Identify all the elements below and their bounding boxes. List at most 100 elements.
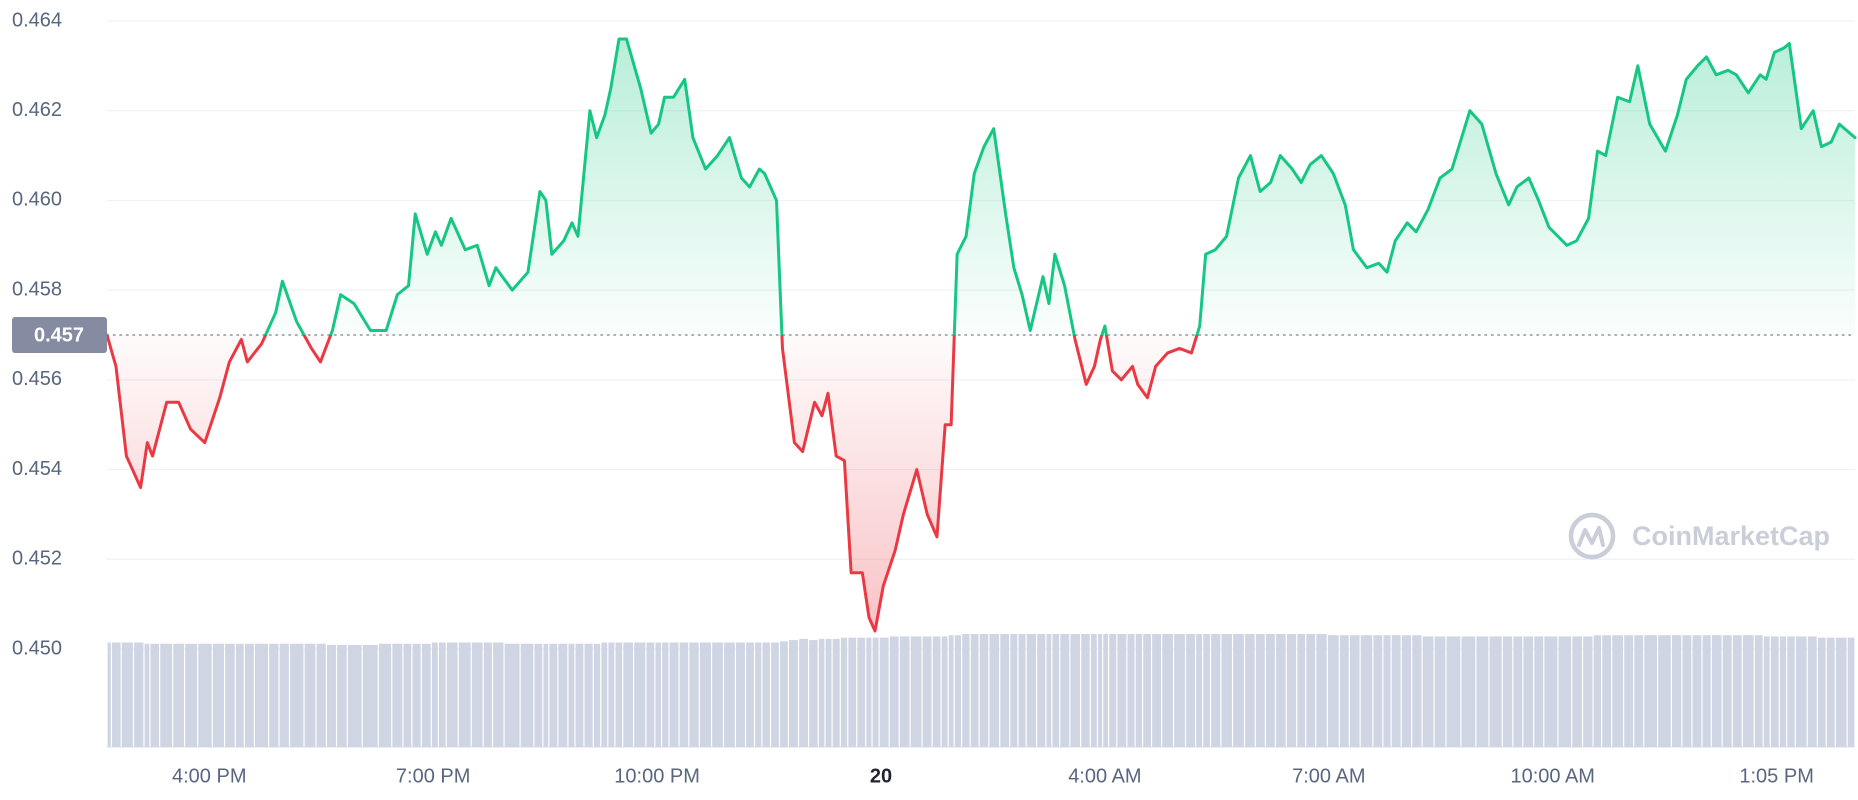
volume-bar	[1742, 635, 1754, 747]
volume-bar	[1671, 635, 1682, 747]
volume-bar	[1847, 637, 1855, 747]
volume-bar	[1000, 634, 1010, 747]
volume-bar	[1297, 634, 1306, 747]
volume-bar	[458, 642, 471, 747]
volume-bar	[608, 642, 615, 747]
volume-bar	[1276, 634, 1286, 747]
volume-bar	[534, 643, 543, 747]
volume-bar	[1401, 635, 1412, 747]
volume-bar	[471, 642, 483, 747]
y-tick-label: 0.452	[12, 548, 62, 570]
volume-bar	[1583, 636, 1593, 747]
volume-bar	[1817, 637, 1826, 747]
volume-bar	[438, 642, 446, 747]
volume-bar	[549, 643, 558, 747]
volume-bar	[922, 636, 932, 747]
volume-bar	[1037, 634, 1046, 747]
volume-bar	[848, 637, 857, 747]
volume-bar	[575, 643, 584, 747]
volume-bar	[962, 634, 970, 747]
volume-bar	[558, 643, 568, 747]
volume-bar	[225, 643, 235, 747]
volume-bar	[1103, 634, 1109, 747]
volume-bar	[1196, 634, 1203, 747]
volume-bar	[755, 642, 762, 747]
volume-bar	[1461, 636, 1476, 747]
volume-bar	[1286, 634, 1297, 747]
volume-bar	[989, 634, 1000, 747]
volume-bar	[134, 642, 144, 747]
volume-bar	[1682, 635, 1692, 747]
volume-bar	[378, 643, 392, 747]
volume-bar	[954, 635, 961, 747]
volume-bar	[392, 643, 403, 747]
labels: 0.450 0.452 0.454 0.456 0.458 0.460 0.462 0.464…	[12, 9, 1814, 787]
volume-bar	[1711, 635, 1722, 747]
volume-bar	[1052, 634, 1060, 747]
volume-bar	[1602, 635, 1612, 747]
price-area-fill	[107, 38, 1855, 632]
watermark: CoinMarketCap	[1568, 512, 1830, 560]
volume-bar	[1383, 635, 1391, 747]
volume-bar	[689, 642, 699, 747]
volume-bar	[724, 642, 735, 747]
volume-bar	[1807, 636, 1817, 747]
volume-bar	[173, 643, 185, 747]
volume-bar	[1722, 635, 1732, 747]
volume-bar	[235, 643, 244, 747]
volume-bar	[1360, 635, 1373, 747]
volume-bar	[1476, 636, 1489, 747]
price-line	[105, 37, 1857, 633]
volume-bar	[112, 642, 121, 747]
x-tick-label: 7:00 AM	[1292, 765, 1365, 787]
volume-bar	[1702, 635, 1711, 747]
volume-bar	[1523, 636, 1534, 747]
volume-bar	[269, 643, 279, 747]
volume-bar	[255, 643, 268, 747]
volume-bar	[290, 643, 304, 747]
y-tick-label: 0.454	[12, 458, 62, 480]
volume-bar	[1046, 634, 1052, 747]
volume-bar	[1391, 635, 1401, 747]
volume-bar	[1109, 634, 1117, 747]
volume-bar	[746, 642, 754, 747]
volume-bar	[1018, 634, 1026, 747]
volume-bar	[1534, 636, 1544, 747]
volume-bar	[679, 642, 689, 747]
volume-bar	[1060, 634, 1070, 747]
watermark-logo	[1568, 512, 1616, 560]
volume-bar	[1544, 636, 1558, 747]
volume-bar	[160, 643, 173, 747]
volume-bar	[932, 636, 941, 747]
volume-bar	[347, 644, 362, 747]
volume-bar	[316, 643, 326, 747]
x-tick-label: 20	[870, 765, 892, 787]
volume-bar	[403, 643, 412, 747]
baseline-label-box	[12, 317, 107, 353]
volume-bar	[244, 643, 254, 747]
volume-bar	[825, 638, 832, 747]
volume-bar	[1502, 636, 1513, 747]
volume-bar	[543, 643, 549, 747]
volume-bar	[1434, 636, 1446, 747]
volume-bar	[493, 642, 504, 747]
volume-bar	[899, 636, 910, 747]
volume-bar	[1593, 635, 1602, 747]
volume-bar	[1070, 634, 1081, 747]
volume-bar	[1127, 634, 1135, 747]
x-tick-label: 10:00 AM	[1510, 765, 1595, 787]
volume-bar	[1732, 635, 1742, 747]
volume-bar	[1692, 635, 1702, 747]
y-tick-label: 0.450	[12, 637, 62, 659]
volume-bar	[762, 642, 770, 747]
volume-bar	[144, 643, 150, 747]
volume-bar	[431, 642, 438, 747]
volume-bar	[327, 644, 336, 747]
volume-bar	[832, 638, 840, 747]
volume-bar	[948, 635, 954, 747]
volume-bar	[483, 642, 492, 747]
volume-bar	[662, 642, 669, 747]
volume-bar	[1513, 636, 1523, 747]
volume-bar	[1327, 635, 1339, 747]
